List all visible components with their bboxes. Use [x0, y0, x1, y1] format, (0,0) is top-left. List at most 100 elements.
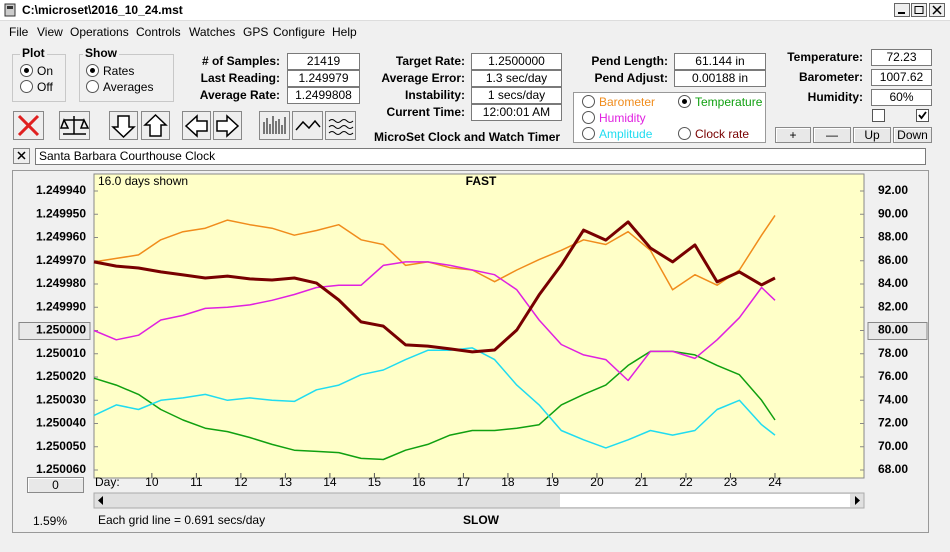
fast-label: FAST: [466, 174, 497, 188]
stat-label: Last Reading:: [200, 71, 280, 85]
clock-name-field[interactable]: Santa Barbara Courthouse Clock: [35, 148, 926, 165]
radio-label: Averages: [103, 80, 154, 94]
y-tick-label: 1.249970: [36, 253, 86, 267]
menu-item[interactable]: Help: [332, 25, 357, 39]
x-tick-label: 24: [768, 475, 782, 489]
y-tick-label: 1.249980: [36, 276, 86, 290]
y2-tick-label: 72.00: [878, 416, 908, 430]
stat-label: Temperature:: [787, 50, 863, 64]
menu-item[interactable]: Operations: [70, 25, 129, 39]
stat-value: 1007.62: [871, 69, 932, 86]
x-tick-label: 13: [279, 475, 293, 489]
y-tick-label: 1.250050: [36, 439, 86, 453]
stat-value: 72.23: [871, 49, 932, 66]
stat-value: 1.2499808: [287, 87, 360, 104]
menu-item[interactable]: View: [37, 25, 63, 39]
legend-radio[interactable]: Humidity: [582, 111, 646, 125]
y2-tick-button[interactable]: [867, 322, 928, 340]
y-tick-label: 1.250060: [36, 462, 86, 476]
title-bar: C:\microset\2016_10_24.mst: [0, 0, 950, 21]
offset-button[interactable]: 0: [27, 477, 84, 493]
stat-label: Pend Adjust:: [594, 71, 668, 85]
radio-label: On: [37, 64, 54, 78]
window-controls[interactable]: [894, 3, 946, 18]
y2-tick-label: 92.00: [878, 183, 908, 197]
scroll-thumb[interactable]: [560, 494, 850, 507]
close-clock-button[interactable]: [13, 148, 31, 165]
y-tick-button[interactable]: [18, 322, 91, 340]
y2-tick-label: 74.00: [878, 392, 908, 406]
y-tick-label: 1.250010: [36, 346, 86, 360]
y2-tick-label: 88.00: [878, 230, 908, 244]
down-button[interactable]: Down: [893, 127, 932, 143]
stat-label: Barometer:: [798, 70, 863, 84]
up-button[interactable]: Up: [853, 127, 891, 143]
stat-label: Pend Length:: [591, 54, 668, 68]
checkbox-checked[interactable]: [916, 109, 929, 122]
radio-averages[interactable]: Averages: [86, 80, 153, 94]
plus-button[interactable]: +: [775, 127, 811, 143]
checkbox[interactable]: [872, 109, 885, 122]
stat-label: Current Time:: [386, 105, 465, 119]
minus-button[interactable]: —: [813, 127, 851, 143]
series-line: [93, 261, 776, 382]
legend-label: Humidity: [599, 111, 646, 125]
x-tick-label: 11: [190, 475, 203, 489]
radio-rates[interactable]: Rates: [86, 64, 134, 78]
series-legend: [573, 92, 766, 143]
stat-value: 1 secs/day: [471, 87, 562, 104]
x-tick-label: 23: [724, 475, 738, 489]
x-tick-label: 21: [635, 475, 649, 489]
stat-value: 60%: [871, 89, 932, 106]
y-tick-label: 1.249950: [36, 206, 86, 220]
menu-item[interactable]: GPS: [243, 25, 269, 39]
stat-value: 1.2500000: [471, 53, 562, 70]
y2-tick-label: 82.00: [878, 299, 908, 313]
radio-label: Rates: [103, 64, 135, 78]
legend-radio[interactable]: Barometer: [582, 95, 655, 109]
legend-label: Clock rate: [695, 127, 750, 141]
y2-tick-label: 76.00: [878, 369, 908, 383]
stat-label: Target Rate:: [395, 54, 465, 68]
stat-value: 12:00:01 AM: [471, 104, 562, 121]
span-note: 16.0 days shown: [98, 174, 188, 188]
group-title: Show: [83, 46, 119, 60]
x-tick-label: 12: [234, 475, 248, 489]
grid-note: Each grid line = 0.691 secs/day: [98, 513, 265, 527]
x-tick-label: 17: [457, 475, 471, 489]
x-tick-label: 18: [501, 475, 515, 489]
y-tick-label: 1.250020: [36, 369, 86, 383]
y2-tick-label: 70.00: [878, 439, 908, 453]
y2-tick-label: 80.00: [878, 323, 908, 337]
stat-label: Average Error:: [381, 71, 465, 85]
toolbar[interactable]: [12, 110, 362, 142]
window-title: C:\microset\2016_10_24.mst: [22, 3, 183, 17]
radio-off[interactable]: Off: [20, 80, 53, 94]
y2-tick-label: 78.00: [878, 346, 908, 360]
stat-label: Instability:: [404, 88, 465, 102]
stat-value: 1.249979: [287, 70, 360, 87]
legend-radio[interactable]: Temperature: [678, 95, 762, 109]
x-axis-label: Day:: [95, 475, 120, 489]
stat-label: Average Rate:: [199, 88, 280, 102]
y-tick-label: 1.249990: [36, 299, 86, 313]
plot-area: [93, 173, 865, 479]
y2-tick-label: 90.00: [878, 206, 908, 220]
y2-tick-label: 84.00: [878, 276, 908, 290]
y-tick-label: 1.250040: [36, 416, 86, 430]
stat-value: 61.144 in: [674, 53, 766, 70]
legend-radio[interactable]: Amplitude: [582, 127, 652, 141]
menu-item[interactable]: Configure: [273, 25, 326, 39]
app-caption: MicroSet Clock and Watch Timer: [374, 130, 561, 144]
menu-item[interactable]: Controls: [136, 25, 181, 39]
menu-item[interactable]: Watches: [189, 25, 236, 39]
radio-on[interactable]: On: [20, 64, 53, 78]
series-line: [93, 214, 776, 291]
radio-label: Off: [37, 80, 53, 94]
legend-radio[interactable]: Clock rate: [678, 127, 749, 141]
series-line: [93, 220, 776, 354]
menu-item[interactable]: File: [9, 25, 29, 39]
x-tick-label: 15: [368, 475, 382, 489]
x-tick-label: 14: [323, 475, 337, 489]
stat-value: 0.00188 in: [674, 70, 766, 87]
